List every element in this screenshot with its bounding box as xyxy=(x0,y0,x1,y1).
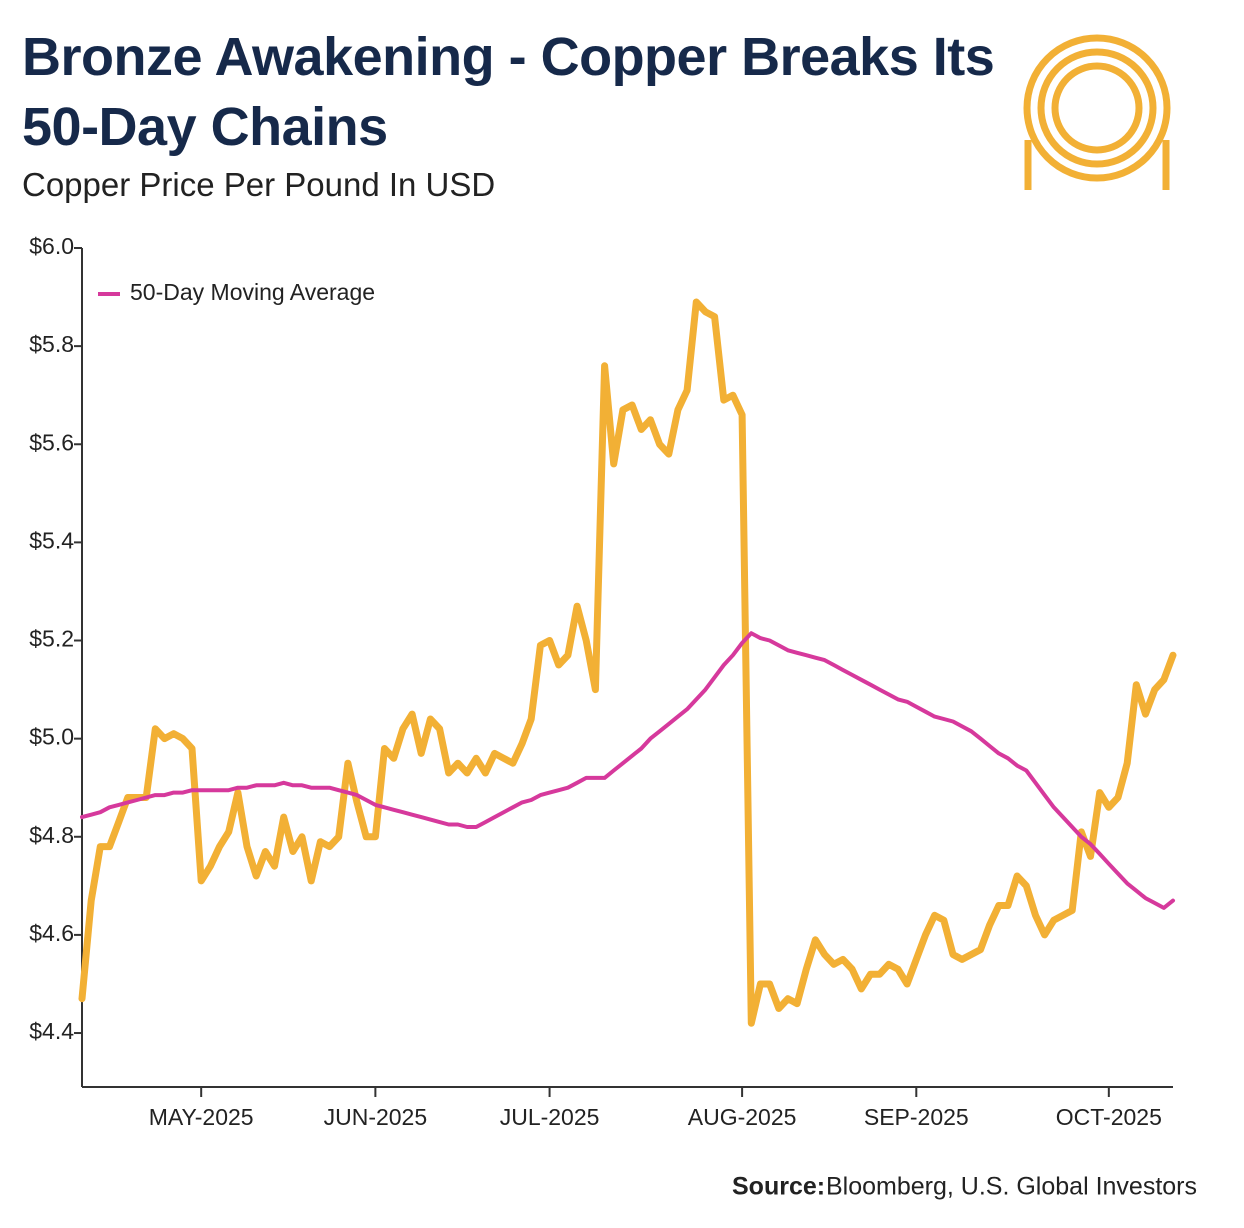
series-line xyxy=(78,298,1177,1027)
series-line xyxy=(80,631,1175,910)
y-tick-label: $5.0 xyxy=(29,724,74,750)
logo xyxy=(1023,34,1171,190)
y-tick-label: $4.4 xyxy=(29,1018,74,1044)
y-tick-label: $4.8 xyxy=(29,822,74,848)
x-tick-label: JUN-2025 xyxy=(324,1104,428,1130)
y-tick-label: $6.0 xyxy=(29,233,74,259)
y-tick-label: $4.6 xyxy=(29,920,74,946)
source: Bloomberg, U.S. Global Investors xyxy=(826,1173,1197,1201)
legend-label: 50-Day Moving Average xyxy=(130,279,375,305)
source-label: Source: xyxy=(732,1173,825,1201)
y-tick-label: $5.6 xyxy=(29,429,74,455)
chart-subtitle: Copper Price Per Pound In USD xyxy=(22,166,496,203)
y-tick-label: $5.2 xyxy=(29,626,74,652)
y-tick-label: $5.4 xyxy=(29,527,74,553)
x-tick-label: SEP-2025 xyxy=(864,1104,969,1130)
x-tick-label: JUL-2025 xyxy=(500,1104,600,1130)
x-tick-label: AUG-2025 xyxy=(688,1104,797,1130)
chart-title: Bronze Awakening - Copper Breaks Its 50-… xyxy=(22,27,995,157)
x-tick-label: MAY-2025 xyxy=(149,1104,254,1130)
x-tick-label: OCT-2025 xyxy=(1056,1104,1162,1130)
y-tick-label: $5.8 xyxy=(29,331,74,357)
